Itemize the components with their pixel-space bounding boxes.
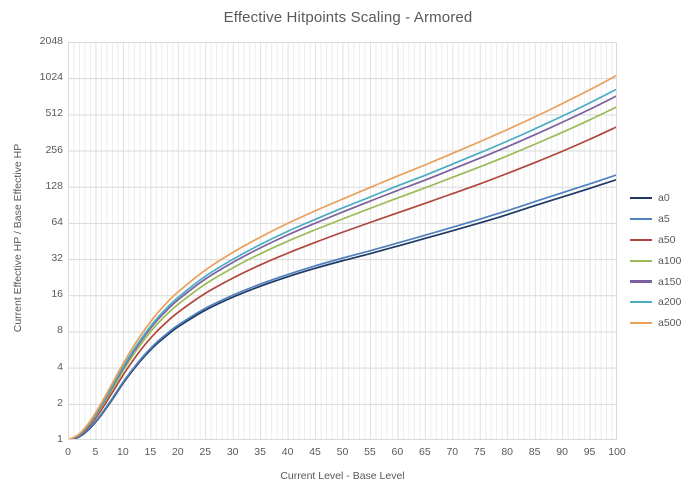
- x-tick-label: 50: [336, 446, 349, 458]
- x-tick-label: 60: [391, 446, 404, 458]
- y-tick-label: 128: [45, 179, 63, 192]
- legend-item-a150[interactable]: a150: [630, 271, 692, 292]
- legend-label-a150: a150: [658, 275, 682, 288]
- x-tick-label: 35: [254, 446, 266, 458]
- gridlines-major-x: [68, 42, 591, 440]
- y-tick-label: 512: [45, 107, 63, 120]
- gridlines-minor-x: [73, 42, 613, 440]
- legend-label-a200: a200: [658, 296, 682, 309]
- legend-swatch-a150: [630, 280, 652, 283]
- legend-swatch-a0: [630, 197, 652, 200]
- x-tick-label: 85: [528, 446, 541, 458]
- x-tick-label: 10: [117, 446, 129, 458]
- legend-label-a0: a0: [658, 192, 670, 205]
- x-tick-label: 45: [309, 446, 321, 458]
- x-tick-label: 20: [171, 446, 184, 458]
- x-tick-label: 95: [583, 446, 596, 458]
- x-tick-label: 0: [65, 446, 71, 458]
- y-tick-label: 16: [51, 288, 63, 301]
- x-tick-label: 70: [446, 446, 459, 458]
- chart-legend: a0 a5 a50 a100 a150 a200 a500: [630, 188, 692, 334]
- series-line-a500: [68, 74, 617, 440]
- series-line-a200: [68, 88, 617, 440]
- legend-label-a5: a5: [658, 213, 670, 226]
- legend-swatch-a200: [630, 301, 652, 304]
- legend-item-a5[interactable]: a5: [630, 209, 692, 230]
- x-axis-label: Current Level - Base Level: [280, 470, 405, 482]
- legend-label-a500: a500: [658, 317, 682, 330]
- y-tick-label: 256: [45, 143, 63, 156]
- x-tick-label: 55: [364, 446, 376, 458]
- legend-swatch-a100: [630, 259, 652, 262]
- y-tick-label: 4: [57, 360, 63, 373]
- chart-title: Effective Hitpoints Scaling - Armored: [223, 9, 473, 26]
- legend-item-a500[interactable]: a500: [630, 313, 692, 334]
- x-tick-label: 80: [501, 446, 514, 458]
- plot-svg: [68, 42, 617, 440]
- x-tick-label: 65: [419, 446, 431, 458]
- x-tick-label: 75: [473, 446, 486, 458]
- y-tick-label: 2048: [39, 35, 63, 47]
- y-tick-label: 64: [51, 215, 63, 228]
- x-tick-label: 5: [92, 446, 99, 458]
- x-tick-label: 30: [226, 446, 239, 458]
- x-tick-label: 40: [281, 446, 294, 458]
- y-tick-label: 32: [51, 252, 63, 265]
- series-lines: [68, 74, 617, 440]
- y-tick-label: 8: [57, 324, 63, 337]
- legend-swatch-a50: [630, 238, 652, 242]
- legend-label-a100: a100: [658, 254, 682, 267]
- series-line-a50: [68, 125, 617, 440]
- plot-border: [68, 42, 617, 440]
- x-tick-label: 90: [556, 446, 568, 458]
- legend-swatch-a500: [630, 322, 652, 325]
- legend-item-a50[interactable]: a50: [630, 230, 692, 251]
- legend-item-a0[interactable]: a0: [630, 188, 692, 209]
- y-tick-label: 1024: [39, 71, 63, 84]
- x-tick-label: 15: [144, 446, 157, 458]
- series-line-a5: [68, 173, 617, 440]
- x-tick-label: 100: [608, 446, 626, 458]
- plot-area: [68, 42, 617, 440]
- y-tick-label: 1: [57, 433, 63, 445]
- legend-swatch-a5: [630, 218, 652, 221]
- series-line-a100: [68, 105, 617, 440]
- legend-label-a50: a50: [658, 233, 676, 246]
- legend-item-a100[interactable]: a100: [630, 250, 692, 271]
- legend-item-a200[interactable]: a200: [630, 292, 692, 313]
- x-tick-label: 25: [199, 446, 212, 458]
- y-tick-label: 2: [57, 396, 63, 409]
